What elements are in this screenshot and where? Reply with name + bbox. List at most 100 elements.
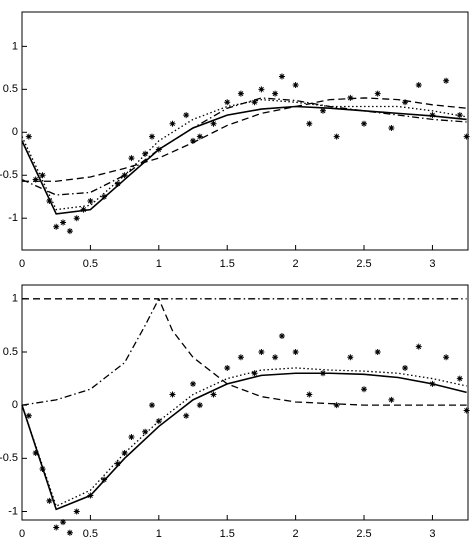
data-point (210, 120, 217, 127)
data-point (388, 396, 395, 403)
y-tick-label: -0.5 (0, 452, 18, 464)
y-tick-label: 1 (12, 40, 18, 52)
data-point (258, 348, 265, 355)
data-point (319, 370, 326, 377)
data-point (258, 86, 265, 93)
data-point (53, 524, 60, 531)
data-point (196, 402, 203, 409)
data-point (128, 155, 135, 162)
data-point (128, 434, 135, 441)
data-point (101, 476, 108, 483)
data-point (319, 107, 326, 114)
data-point (224, 364, 231, 371)
data-point (87, 492, 94, 499)
data-point (46, 497, 53, 504)
data-point (196, 133, 203, 140)
data-point (237, 354, 244, 361)
data-point (142, 428, 149, 435)
data-point (73, 215, 80, 222)
data-point (73, 508, 80, 515)
data-point (292, 348, 299, 355)
data-point (155, 146, 162, 153)
data-point (347, 94, 354, 101)
data-point (415, 343, 422, 350)
x-tick-label: 3 (429, 258, 435, 270)
data-point (183, 412, 190, 419)
data-point (190, 137, 197, 144)
data-point (306, 391, 313, 398)
curve (21, 372, 467, 511)
data-point (272, 354, 279, 361)
data-point (142, 150, 149, 157)
data-point (114, 180, 121, 187)
curve (21, 98, 467, 211)
data-point (66, 228, 73, 235)
data-point (169, 391, 176, 398)
y-tick-label: 1 (12, 293, 18, 305)
y-tick-label: 0.5 (3, 83, 18, 95)
x-tick-label: 1.5 (220, 528, 235, 540)
data-point (292, 82, 299, 89)
data-point (80, 206, 87, 213)
data-point (66, 529, 73, 536)
curve (22, 97, 467, 182)
data-point (333, 133, 340, 140)
x-tick-label: 1 (156, 528, 162, 540)
data-point (224, 99, 231, 106)
x-tick-label: 2 (293, 258, 299, 270)
data-point (333, 402, 340, 409)
data-point (60, 219, 67, 226)
data-point (388, 124, 395, 131)
data-point (402, 364, 409, 371)
x-tick-label: 0.5 (83, 258, 98, 270)
data-point (456, 112, 463, 119)
curve (21, 367, 467, 508)
plot-frame (21, 11, 469, 251)
data-point (374, 348, 381, 355)
data-point (272, 90, 279, 97)
data-point (306, 120, 313, 127)
data-point (415, 82, 422, 89)
x-tick-label: 3 (429, 528, 435, 540)
data-point (374, 90, 381, 97)
x-tick-label: 1 (156, 258, 162, 270)
data-point (155, 418, 162, 425)
plot-frame (21, 284, 469, 521)
data-point (463, 407, 470, 414)
data-point (251, 99, 258, 106)
data-point (32, 450, 39, 457)
data-point (87, 198, 94, 205)
y-tick-label: -1 (8, 212, 18, 224)
data-point (210, 391, 217, 398)
x-tick-label: 0 (19, 528, 25, 540)
data-point (60, 519, 67, 526)
data-point (148, 133, 155, 140)
data-point (278, 73, 285, 80)
data-point (121, 172, 128, 179)
curve (22, 298, 467, 406)
data-point (361, 120, 368, 127)
data-point (39, 172, 46, 179)
data-point (148, 402, 155, 409)
data-point (25, 133, 32, 140)
data-point (39, 465, 46, 472)
y-tick-label: -1 (8, 505, 18, 517)
x-tick-label: 2.5 (356, 258, 371, 270)
data-point (463, 133, 470, 140)
x-tick-label: 0 (19, 258, 25, 270)
x-tick-label: 0.5 (83, 528, 98, 540)
data-point (46, 198, 53, 205)
data-point (114, 460, 121, 467)
data-point (53, 223, 60, 230)
y-tick-label: 0 (12, 399, 18, 411)
curve (21, 105, 467, 215)
data-point (443, 354, 450, 361)
data-point (402, 99, 409, 106)
data-point (361, 386, 368, 393)
data-point (251, 370, 258, 377)
x-tick-label: 1.5 (220, 258, 235, 270)
curve (21, 298, 467, 406)
data-point (121, 450, 128, 457)
data-point (278, 333, 285, 340)
data-point (25, 412, 32, 419)
